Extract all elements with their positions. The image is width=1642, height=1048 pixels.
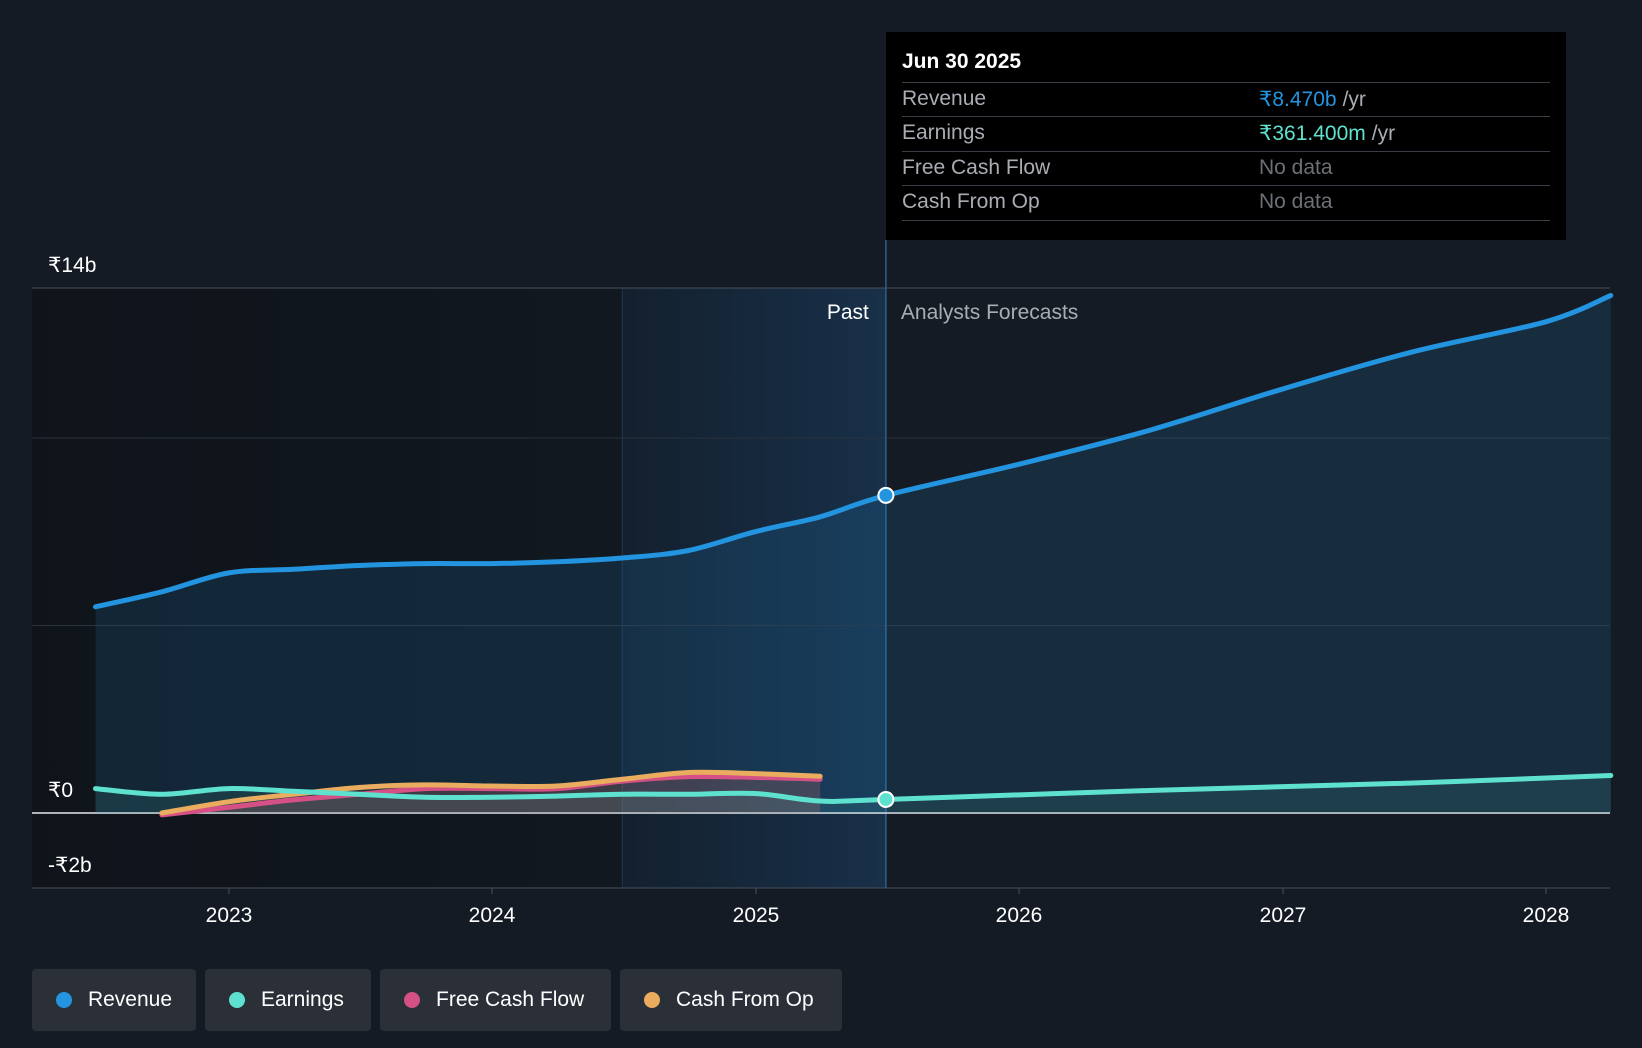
tooltip-row-earnings: Earnings ₹361.400m/yr <box>902 116 1550 151</box>
tooltip-value-free-cash-flow: No data <box>1259 156 1333 179</box>
area-revenue <box>95 295 1611 813</box>
legend-item-earnings[interactable]: Earnings <box>205 969 371 1031</box>
tooltip-row-free-cash-flow: Free Cash Flow No data <box>902 151 1550 186</box>
legend-dot-icon <box>56 992 72 1008</box>
legend-item-free-cash-flow[interactable]: Free Cash Flow <box>380 969 611 1031</box>
tooltip-value-revenue: ₹8.470b/yr <box>1259 88 1366 111</box>
legend-item-revenue[interactable]: Revenue <box>32 969 196 1031</box>
legend-dot-icon <box>644 992 660 1008</box>
tooltip-value-cash-from-op: No data <box>1259 190 1333 213</box>
tooltip-label: Revenue <box>902 87 987 110</box>
x-tick-label: 2026 <box>996 904 1043 927</box>
line-free-cash-flow <box>159 773 823 818</box>
legend-label: Free Cash Flow <box>436 988 585 1011</box>
tooltip: Jun 30 2025 Revenue ₹8.470b/yr Earnings … <box>886 32 1566 240</box>
legend-dot-icon <box>229 992 245 1008</box>
tooltip-value-earnings: ₹361.400m/yr <box>1259 122 1396 145</box>
legend-item-cash-from-op[interactable]: Cash From Op <box>620 969 842 1031</box>
y-tick-label: ₹0 <box>48 779 73 802</box>
tooltip-row-cash-from-op: Cash From Op No data <box>902 185 1550 221</box>
legend: Revenue Earnings Free Cash Flow Cash Fro… <box>32 969 842 1031</box>
y-tick-label: -₹2b <box>48 854 92 877</box>
tooltip-row-revenue: Revenue ₹8.470b/yr <box>902 82 1550 117</box>
legend-label: Cash From Op <box>676 988 814 1011</box>
legend-dot-icon <box>404 992 420 1008</box>
tooltip-date: Jun 30 2025 <box>902 50 1022 73</box>
y-tick-label: ₹14b <box>48 254 96 277</box>
line-cash-from-op <box>159 769 823 816</box>
x-tick-label: 2028 <box>1523 904 1570 927</box>
highlight-marker-earnings <box>877 790 895 808</box>
tooltip-label: Earnings <box>902 121 985 144</box>
line-revenue <box>93 293 1614 610</box>
highlight-marker-revenue <box>877 486 895 504</box>
tooltip-label: Free Cash Flow <box>902 156 1051 179</box>
line-earnings <box>93 773 1614 804</box>
past-label: Past <box>827 301 869 324</box>
legend-label: Earnings <box>261 988 344 1011</box>
x-tick-label: 2025 <box>733 904 780 927</box>
x-tick-label: 2024 <box>469 904 516 927</box>
forecast-label: Analysts Forecasts <box>901 301 1078 324</box>
tooltip-label: Cash From Op <box>902 190 1040 213</box>
x-tick-label: 2023 <box>206 904 253 927</box>
x-tick-label: 2027 <box>1260 904 1307 927</box>
area-cash-from-op <box>161 772 821 813</box>
area-earnings <box>95 775 1611 813</box>
legend-label: Revenue <box>87 988 172 1011</box>
recent-past-region <box>622 288 886 888</box>
